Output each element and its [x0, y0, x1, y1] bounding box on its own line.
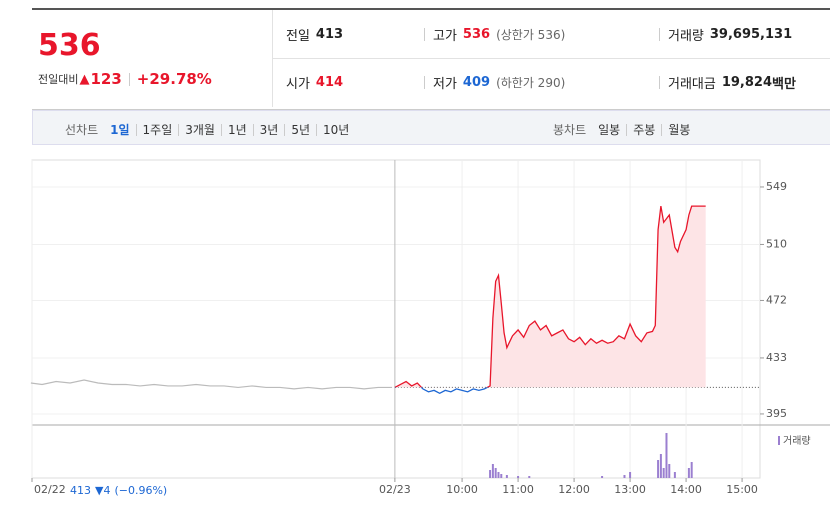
volume-legend-swatch [778, 436, 780, 445]
volume-bar [494, 468, 497, 478]
change: 123 [90, 70, 122, 88]
stat: 전일 413 [272, 12, 410, 56]
volume-bar [657, 460, 660, 478]
tab-group-label: 선차트 [65, 123, 99, 137]
change-pct: +29.78% [136, 70, 212, 88]
chart: 549 510 472 433 395 02/22 02/23 10:00 11:00 12:00… [30, 159, 830, 496]
volume-bar [517, 476, 520, 478]
volume-bar [505, 475, 508, 478]
stat-label: 저가 [433, 76, 457, 92]
price: 536 [38, 28, 101, 63]
price-line [30, 379, 393, 390]
col-divider [272, 10, 273, 107]
x-tick-label: 11:00 [502, 483, 534, 496]
stat-note: (상한가 536) [496, 27, 566, 42]
stat: 거래량 39,695,131 [645, 12, 830, 56]
x-tick-label: 10:00 [446, 483, 478, 496]
tab[interactable]: 5년 [284, 123, 316, 136]
stat-value: 413 [315, 26, 344, 42]
x-tick-label: 13:00 [614, 483, 646, 496]
y-tick-label: 395 [766, 407, 787, 420]
divider [659, 27, 660, 41]
divider [424, 27, 425, 41]
stat-label: 고가 [433, 28, 457, 44]
stat: 거래대금 19,824 백만 [645, 60, 830, 104]
prev-change-pct: (−0.96%) [114, 484, 168, 497]
tab-group-label: 봉차트 [553, 123, 587, 137]
price-area [394, 206, 706, 388]
change-label: 전일대비 [38, 73, 79, 86]
volume-bar [662, 468, 665, 478]
volume-bar [665, 433, 668, 478]
tabs: 일봉 주봉 월봉 [592, 122, 696, 137]
plot-frame [31, 159, 761, 479]
stat-unit: 백만 [772, 76, 796, 92]
row-divider [272, 58, 830, 59]
volume-bar [491, 464, 494, 478]
stat-label: 전일 [286, 28, 310, 44]
volume-bar [497, 472, 500, 478]
tab-bar: 선차트 1일 1주일 3개월 1년 3년 5년 10년 봉차트 일봉 주봉 월봉 [32, 110, 830, 145]
volume-bar [659, 454, 662, 478]
volume-bar [489, 470, 492, 478]
tab[interactable]: 주봉 [626, 123, 661, 136]
x-tick-label: 12:00 [558, 483, 590, 496]
y-tick-label: 549 [766, 180, 787, 193]
stat: 고가 536 (상한가 536) [410, 12, 645, 56]
stat-note: (하한가 290) [496, 75, 566, 90]
stat-value: 409 [462, 74, 491, 90]
change-row: 전일대비 ▲ 123 +29.78% [38, 70, 212, 88]
stat-value: 39,695,131 [709, 26, 793, 42]
tabs: 1일 1주일 3개월 1년 3년 5년 10년 [104, 122, 355, 137]
stat-value: 414 [315, 74, 344, 90]
volume-bar [623, 475, 626, 478]
x-tick-label: 02/23 [379, 483, 411, 496]
volume-bar [528, 476, 531, 478]
x-tick-label: 15:00 [726, 483, 758, 496]
tab[interactable]: 1주일 [135, 123, 179, 136]
divider [128, 72, 130, 86]
volume-bar [687, 468, 690, 478]
volume-bar [629, 472, 632, 478]
y-tick-label: 510 [766, 237, 787, 250]
prev-change: ▼4 [95, 484, 111, 497]
stat-value: 19,824 [721, 74, 773, 90]
prev-info: 413 ▼4 (−0.96%) [70, 484, 167, 497]
x-tick-label: 14:00 [670, 483, 702, 496]
stat-label: 거래대금 [668, 76, 716, 92]
tab[interactable]: 3년 [252, 123, 285, 136]
divider [659, 75, 660, 89]
divider [424, 75, 425, 89]
tab[interactable]: 10년 [316, 123, 355, 136]
tab[interactable]: 월봉 [661, 123, 696, 136]
volume-bar [601, 476, 604, 478]
tab[interactable]: 1년 [220, 123, 253, 136]
volume-bar [500, 474, 503, 478]
stat: 시가 414 [272, 60, 410, 104]
price-line-down [394, 387, 489, 395]
candle-tabs: 봉차트 일봉 주봉 월봉 [553, 121, 696, 138]
y-tick-label: 472 [766, 293, 787, 306]
stat-value: 536 [462, 26, 491, 42]
tab[interactable]: 3개월 [178, 123, 221, 136]
tab[interactable]: 1일 [110, 122, 130, 137]
y-tick-label: 433 [766, 351, 787, 364]
price-line-up [394, 205, 706, 388]
info-box [32, 8, 830, 110]
volume-bar [668, 464, 671, 478]
prev-close: 413 [70, 484, 91, 497]
tab[interactable]: 일봉 [598, 122, 621, 137]
line-tabs: 선차트 1일 1주일 3개월 1년 3년 5년 10년 [65, 121, 355, 138]
stat-label: 거래량 [668, 28, 704, 44]
volume-bar [673, 472, 676, 478]
stat-label: 시가 [286, 76, 310, 92]
volume-bar [690, 462, 693, 478]
up-icon: ▲ [79, 71, 90, 87]
x-tick-label: 02/22 [34, 483, 66, 496]
volume-legend: 거래량 [783, 435, 811, 447]
stat: 저가 409 (하한가 290) [410, 60, 645, 104]
